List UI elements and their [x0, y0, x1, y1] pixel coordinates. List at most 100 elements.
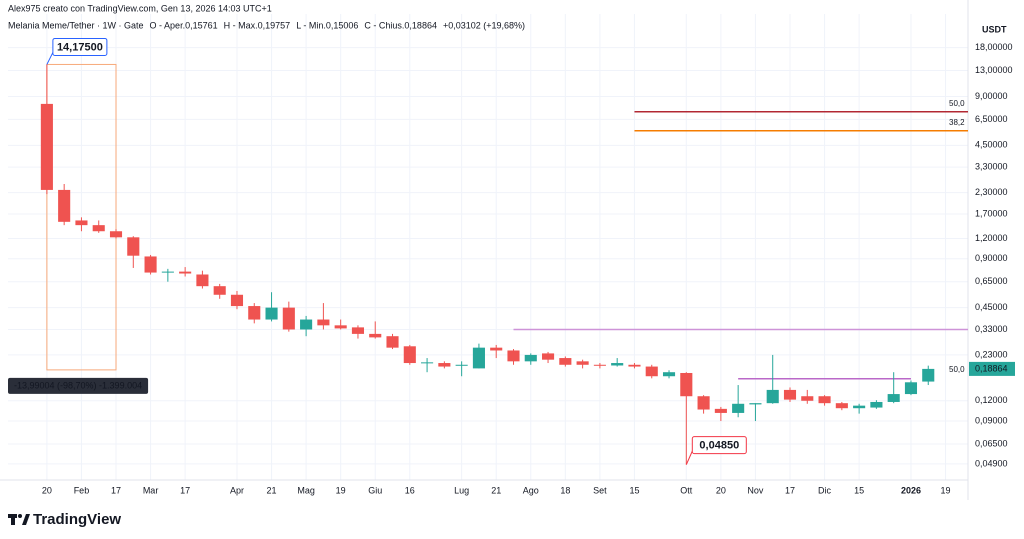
x-tick-label: 21 — [267, 485, 277, 495]
candle-body — [766, 389, 779, 404]
candle-body — [524, 354, 537, 362]
callout-label: 14,17500 — [57, 41, 103, 53]
candle-body — [904, 382, 918, 395]
candle-body — [611, 363, 624, 366]
x-tick-label: 19 — [336, 485, 346, 495]
y-tick-label: 0,90000 — [975, 253, 1008, 263]
legend-value: +0,03102 (+19,68%) — [443, 20, 525, 30]
logo — [8, 514, 30, 525]
candle-body — [144, 256, 157, 273]
y-tick-label: 0,23000 — [975, 349, 1008, 359]
candle-body — [628, 364, 641, 367]
measure-text: -13,99004 (-98,70%) -1.399.004 — [14, 380, 142, 390]
callout-box — [691, 436, 747, 455]
x-tick-label: 21 — [491, 485, 501, 495]
candle-body — [887, 394, 900, 402]
legend-value: 0,15006 — [326, 20, 359, 30]
measure-label-bg — [8, 377, 149, 394]
x-tick-label: Lug — [454, 485, 469, 495]
candle-body — [421, 362, 434, 364]
candle-body — [542, 353, 555, 360]
candle-body — [300, 319, 313, 330]
candle-body — [40, 103, 53, 190]
y-tick-label: 13,00000 — [975, 65, 1013, 75]
candle-body — [853, 405, 866, 409]
x-tick-label: Ott — [680, 485, 693, 495]
x-tick-label: Apr — [230, 485, 244, 495]
level-label: 38,2 — [949, 118, 965, 127]
candle-body — [732, 403, 745, 413]
x-tick-label: 20 — [716, 485, 726, 495]
legend-key: O - Aper. — [150, 20, 186, 30]
candle-body — [438, 363, 451, 367]
candle-body — [196, 274, 209, 287]
candle-body — [507, 350, 520, 362]
candle-body — [714, 408, 727, 413]
candle-body — [559, 358, 572, 365]
x-tick-label: Nov — [747, 485, 764, 495]
y-tick-label: 0,04900 — [975, 458, 1008, 468]
candle-body — [490, 347, 503, 351]
candle-body — [369, 333, 382, 338]
candle-body — [455, 364, 468, 366]
brand: TradingView — [33, 511, 121, 528]
y-tick-label: 1,70000 — [975, 208, 1008, 218]
callout-label: 0,04850 — [699, 440, 739, 452]
candle-body — [317, 319, 330, 326]
x-tick-label: 15 — [854, 485, 864, 495]
legend-value: 0,18864 — [404, 20, 437, 30]
y-tick-label: 0,65000 — [975, 276, 1008, 286]
y-tick-label: 0,33000 — [975, 324, 1008, 334]
x-tick-label: Mar — [143, 485, 159, 495]
x-tick-label: 15 — [629, 485, 639, 495]
candle-body — [92, 225, 105, 232]
candle-body — [230, 294, 244, 307]
candle-body — [127, 237, 140, 256]
legend-value: 0,19757 — [258, 20, 291, 30]
candle-body — [835, 403, 848, 409]
symbol: Melania Meme/Tether · 1W · Gate — [8, 20, 144, 30]
candle-body — [75, 220, 88, 226]
x-tick-label: 17 — [785, 485, 795, 495]
measure-label: -13,99004 (-98,70%) -1.399.004 — [8, 377, 149, 394]
candle-body — [58, 189, 71, 222]
candle-body — [870, 401, 883, 408]
candle-body — [265, 307, 278, 320]
legend-key: L - Min. — [296, 20, 326, 30]
y-tick-label: 0,12000 — [975, 395, 1008, 405]
chart-title: Alex975 creato con TradingView.com, Gen … — [8, 3, 272, 13]
candle-body — [576, 361, 589, 365]
last-price-bg — [969, 361, 1015, 376]
legend-value: 0,15761 — [185, 20, 218, 30]
candle-body — [282, 307, 295, 330]
legend-key: C - Chius. — [364, 20, 404, 30]
callout-box — [52, 37, 108, 56]
grid — [8, 14, 968, 480]
y-tick-label: 3,30000 — [975, 162, 1008, 172]
x-tick-label: Set — [593, 485, 607, 495]
candle-body — [179, 271, 192, 274]
y-tick-label: 0,06500 — [975, 438, 1008, 448]
y-tick-label: 6,50000 — [975, 114, 1008, 124]
candle-body — [593, 364, 606, 366]
x-tick-label: Ago — [523, 485, 539, 495]
x-tick-label: 2026 — [901, 485, 921, 495]
candle-body — [403, 346, 416, 364]
last-price-label: 0,18864 — [975, 363, 1008, 373]
candle-body — [662, 372, 676, 377]
candle-body — [922, 368, 935, 382]
candle-body — [109, 231, 123, 238]
x-tick-label: 20 — [42, 485, 52, 495]
candle-body — [248, 306, 261, 320]
y-tick-label: 0,09000 — [975, 415, 1008, 425]
measure-box — [46, 63, 117, 371]
candle-body — [783, 389, 797, 400]
x-tick-label: 17 — [111, 485, 121, 495]
candle-body — [351, 327, 365, 334]
x-tick-label: Dic — [818, 485, 831, 495]
candle-body — [161, 271, 174, 273]
candle-body — [472, 347, 485, 369]
x-tick-label: Mag — [297, 485, 315, 495]
y-tick-label: 1,20000 — [975, 233, 1008, 243]
